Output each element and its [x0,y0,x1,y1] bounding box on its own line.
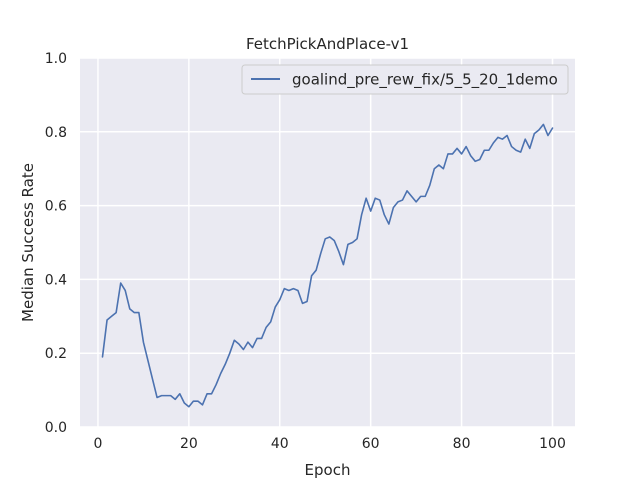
x-tick-label: 40 [271,436,289,452]
legend-label: goalind_pre_rew_fix/5_5_20_1demo [292,71,558,90]
tick-labels: 0 20 40 60 80 100 0.0 0.2 0.4 0.6 0.8 1.0 [45,51,566,452]
y-tick-label: 0.4 [45,272,67,288]
x-tick-label: 20 [180,436,198,452]
y-tick-label: 0.2 [45,346,67,362]
chart-title: FetchPickAndPlace-v1 [246,35,409,53]
x-axis-label: Epoch [305,461,351,479]
y-tick-label: 1.0 [45,51,67,67]
x-tick-label: 0 [93,436,102,452]
y-tick-label: 0.8 [45,125,67,141]
x-tick-label: 80 [453,436,471,452]
x-tick-label: 60 [362,436,380,452]
grid [80,57,575,428]
plot-background [80,58,575,427]
series-layer [101,123,554,408]
y-tick-label: 0.6 [45,199,67,215]
y-axis-label: Median Success Rate [19,163,37,322]
legend: goalind_pre_rew_fix/5_5_20_1demo [241,64,569,95]
x-tick-label: 100 [539,436,566,452]
y-tick-label: 0.0 [45,420,67,436]
series-line [101,123,554,408]
legend-box [241,64,569,95]
